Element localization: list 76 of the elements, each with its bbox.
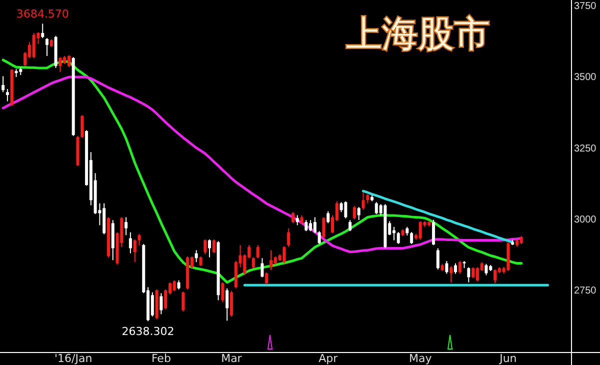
x-tick-label: Apr [318, 352, 338, 365]
candlestick [291, 212, 294, 224]
candlestick [80, 114, 84, 138]
y-tick-label: 3000 [574, 214, 597, 226]
candlestick [252, 256, 255, 269]
x-tick-label: Mar [221, 352, 242, 365]
candlestick [182, 291, 185, 312]
candlestick [287, 228, 290, 248]
candlestick [467, 266, 470, 283]
candlestick [212, 238, 216, 254]
candlestick [265, 272, 268, 285]
candlestick [282, 246, 286, 264]
candlestick [344, 200, 348, 219]
candlestick [208, 238, 212, 258]
x-tick-label: May [408, 352, 432, 365]
candlestick [304, 220, 308, 232]
candlestick [296, 214, 299, 226]
candlestick [318, 230, 321, 244]
candlestick [270, 250, 273, 271]
candlestick [458, 260, 462, 274]
candlestick [494, 269, 497, 284]
annotation: 2638.302 [122, 325, 174, 338]
candlestick [226, 288, 229, 322]
y-tick-label: 3250 [574, 143, 597, 154]
candlestick [199, 256, 202, 267]
candlestick [432, 219, 436, 246]
candlestick [436, 248, 440, 270]
candlestick [450, 266, 453, 283]
x-tick-label: '16/Jan [54, 352, 92, 365]
candlestick [32, 32, 36, 59]
candlestick [172, 280, 176, 292]
candlestick [6, 88, 9, 102]
candlestick [313, 216, 316, 234]
candlestick [138, 234, 141, 246]
x-tick-label: Feb [151, 352, 171, 365]
candlestick [445, 260, 448, 274]
candlestick [352, 206, 356, 220]
candlestick [124, 216, 128, 236]
candlestick [177, 280, 180, 290]
candlestick [204, 238, 207, 255]
chart-title: 上海股市 [346, 14, 490, 55]
candlestick [484, 263, 488, 276]
y-tick-label: 3750 [574, 1, 597, 12]
candlestick [348, 220, 352, 232]
annotation: 3684.570 [16, 8, 69, 21]
y-tick-label: 3500 [574, 72, 597, 84]
candlestick [160, 292, 163, 315]
candlestick [128, 232, 132, 254]
candlestick [340, 202, 343, 213]
candlestick [410, 232, 414, 244]
candlestick [58, 56, 62, 72]
line-series [362, 190, 514, 244]
candlestick [472, 266, 475, 279]
candlestick [46, 38, 48, 57]
candlestick [260, 258, 264, 278]
x-tick-label: Jun [498, 352, 517, 365]
line-series [2, 76, 523, 254]
candlestick [2, 76, 5, 93]
line-series [2, 58, 523, 284]
candlestick [326, 210, 330, 224]
candlestick [396, 232, 400, 244]
candlestick [230, 290, 233, 317]
candlestick [357, 206, 360, 221]
candlestick [221, 282, 224, 303]
candlestick [454, 262, 457, 274]
y-tick-label: 2750 [574, 285, 597, 296]
candlestick [194, 250, 198, 263]
candlestick [41, 23, 44, 39]
candlestick [322, 216, 326, 239]
candlestick [67, 54, 70, 68]
candlestick [362, 192, 365, 210]
candlestick [366, 194, 370, 204]
candlestick [418, 220, 422, 240]
candlestick [256, 244, 260, 259]
candlestick [133, 238, 136, 263]
candlestick [150, 292, 154, 317]
